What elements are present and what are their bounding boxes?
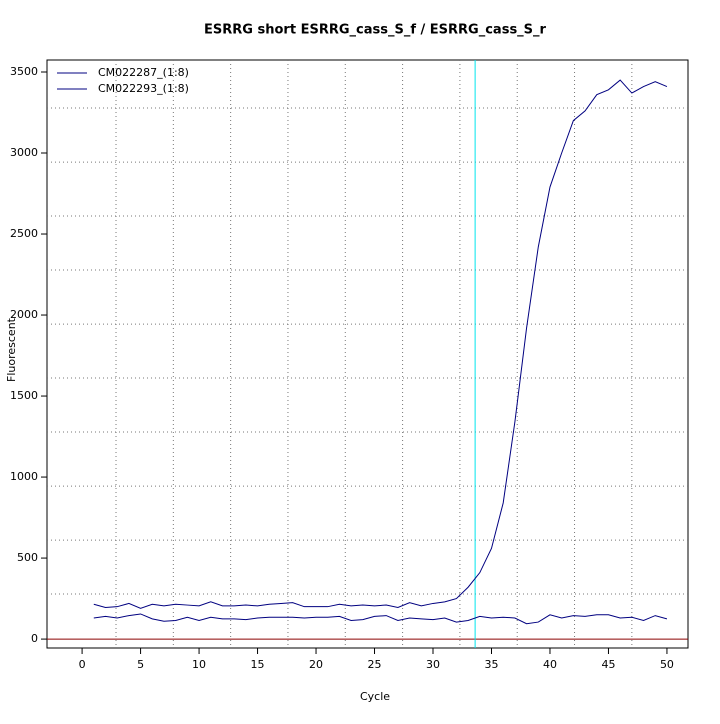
x-tick-label: 50: [660, 658, 674, 671]
y-tick-label: 2500: [10, 227, 38, 240]
x-tick-label: 10: [192, 658, 206, 671]
data-line: [93, 613, 668, 625]
x-axis-label: Cycle: [360, 690, 390, 703]
chart-title: ESRRG short ESRRG_cass_S_f / ESRRG_cass_…: [204, 23, 546, 38]
plot-frame: [46, 59, 689, 649]
data-line: [93, 79, 668, 609]
y-tick-label: 2000: [10, 308, 38, 321]
legend-label: CM022287_(1:8): [98, 66, 189, 79]
x-tick-label: 5: [137, 658, 144, 671]
x-tick-label: 20: [309, 658, 323, 671]
y-tick-label: 3000: [10, 146, 38, 159]
x-tick-label: 40: [543, 658, 557, 671]
y-axis-label: Fluorescent: [5, 317, 18, 382]
y-tick-label: 3500: [10, 65, 38, 78]
x-tick-label: 0: [79, 658, 86, 671]
x-tick-label: 25: [368, 658, 382, 671]
y-tick-label: 1500: [10, 389, 38, 402]
x-tick-label: 30: [426, 658, 440, 671]
x-tick-label: 35: [484, 658, 498, 671]
y-tick-label: 0: [31, 632, 38, 645]
legend-label: CM022293_(1:8): [98, 82, 189, 95]
x-tick-label: 45: [601, 658, 615, 671]
x-tick-label: 15: [251, 658, 265, 671]
y-tick-label: 1000: [10, 470, 38, 483]
y-tick-label: 500: [17, 551, 38, 564]
